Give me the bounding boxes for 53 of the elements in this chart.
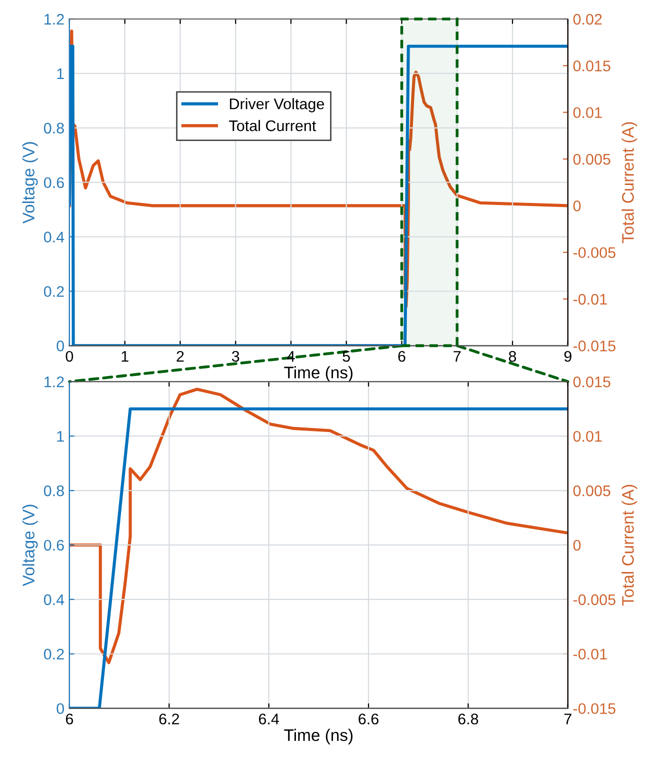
x-tick-label: 6.8 <box>458 714 478 724</box>
line-series <box>69 388 568 664</box>
y2-tick-label: 0.015 <box>573 376 610 388</box>
x-tick-label: 6.4 <box>258 714 279 724</box>
y2-tick-label: -0.015 <box>573 340 616 352</box>
y-tick-label: 0.8 <box>44 485 64 496</box>
x-tick-label: 3 <box>232 350 240 362</box>
x-tick-label: 2 <box>176 350 184 362</box>
x-tick-label: 5 <box>342 351 350 362</box>
y2-axis-title: Total Current (A) <box>622 484 638 606</box>
y-tick-label: 0 <box>56 703 64 714</box>
y2-tick-label: -0.005 <box>573 594 616 606</box>
y2-tick-label: 0.005 <box>573 154 610 165</box>
y2-tick-label: -0.005 <box>573 247 616 258</box>
x-tick-label: 1 <box>122 351 128 362</box>
y-tick-label: 1.2 <box>44 14 64 25</box>
y-tick-label: 1 <box>57 431 64 442</box>
x-axis-title: Time (ns) <box>284 728 352 744</box>
x-tick-label: 6 <box>66 714 74 724</box>
y-axis-title: Voltage (V) <box>22 504 38 586</box>
y2-tick-label: 0.02 <box>573 14 602 25</box>
y-axis-title: Voltage (V) <box>22 142 38 224</box>
legend-label: Driver Voltage <box>230 98 324 112</box>
x-axis-title: Time (ns) <box>284 366 352 382</box>
x-tick-label: 6 <box>398 350 406 362</box>
y2-tick-label: 0.01 <box>573 107 602 118</box>
y2-tick-label: 0.015 <box>573 60 610 72</box>
x-tick-label: 7 <box>564 714 572 724</box>
x-tick-label: 6.6 <box>358 714 378 724</box>
y-tick-label: 1.2 <box>44 376 64 388</box>
x-tick-label: 9 <box>564 350 572 362</box>
y2-tick-label: -0.015 <box>573 703 616 714</box>
x-tick-label: 6.2 <box>159 714 179 724</box>
y-tick-label: 0.6 <box>44 540 64 551</box>
x-tick-label: 0 <box>66 350 74 362</box>
y-tick-label: 1 <box>57 68 64 79</box>
y2-tick-label: 0.01 <box>573 430 602 442</box>
y2-axis-title: Total Current (A) <box>622 122 638 244</box>
x-tick-label: 7 <box>454 351 461 362</box>
y-tick-label: 0 <box>56 340 64 352</box>
y2-tick-label: -0.01 <box>573 294 607 305</box>
y-tick-label: 0.4 <box>44 594 64 606</box>
y-tick-label: 0.2 <box>44 286 64 297</box>
y2-tick-label: 0 <box>573 200 581 212</box>
legend-label: Total Current <box>229 120 316 132</box>
y-tick-label: 0.6 <box>44 177 64 188</box>
y2-tick-label: 0.005 <box>573 485 610 496</box>
y-tick-label: 0.2 <box>44 648 64 660</box>
x-tick-label: 8 <box>508 350 516 362</box>
y-tick-label: 0.4 <box>44 232 64 242</box>
y2-tick-label: 0 <box>573 540 581 551</box>
y2-tick-label: -0.01 <box>573 648 607 660</box>
y-tick-label: 0.8 <box>44 122 64 134</box>
